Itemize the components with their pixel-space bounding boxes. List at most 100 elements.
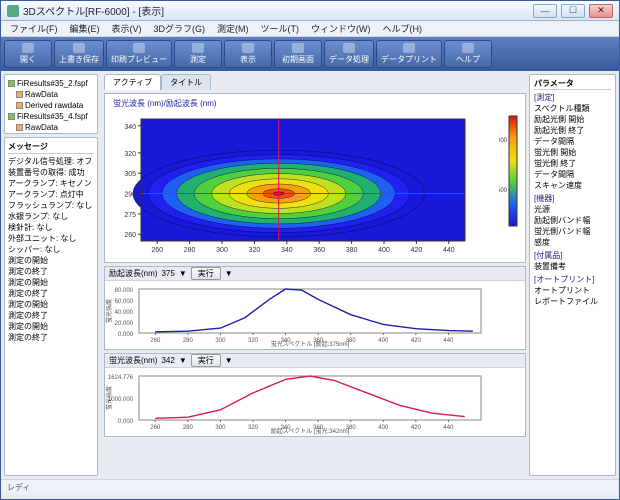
menu-item[interactable]: 3Dグラフ(G) bbox=[149, 21, 211, 36]
svg-text:40.000: 40.000 bbox=[115, 310, 134, 316]
param-item: データ間隔 bbox=[534, 169, 611, 180]
minimize-button[interactable]: — bbox=[533, 4, 557, 18]
message-item: 測定の終了 bbox=[8, 288, 94, 299]
app-icon bbox=[7, 5, 19, 17]
tree-node[interactable]: RawData bbox=[8, 122, 94, 133]
toolbar-button[interactable]: 印刷プレビュー bbox=[106, 40, 172, 68]
svg-text:290: 290 bbox=[124, 192, 136, 199]
svg-text:0.000: 0.000 bbox=[118, 419, 134, 425]
message-item: デジタル信号処理: オフ bbox=[8, 156, 94, 167]
param-item: データ間隔 bbox=[534, 136, 611, 147]
menu-item[interactable]: 測定(M) bbox=[212, 21, 254, 36]
tree-node[interactable]: RawData bbox=[8, 89, 94, 100]
tree-node[interactable]: FiResults#35_4.fspf bbox=[8, 111, 94, 122]
em-run-button[interactable]: 実行 bbox=[191, 354, 221, 367]
contour-plot-panel: 蛍光波長 (nm)/励起波長 (nm) 26028030032034036038… bbox=[104, 93, 526, 263]
svg-text:440: 440 bbox=[443, 425, 454, 431]
svg-text:蛍光強度: 蛍光強度 bbox=[105, 299, 113, 323]
toolbar-button[interactable]: 表示 bbox=[224, 40, 272, 68]
message-item: 測定の開始 bbox=[8, 277, 94, 288]
title-bar: 3Dスペクトル[RF-6000] - [表示] — ☐ ✕ bbox=[1, 1, 619, 21]
toolbar-button[interactable]: 初期画面 bbox=[274, 40, 322, 68]
toolbar-button[interactable]: データプリント bbox=[376, 40, 442, 68]
param-item: 励起光側 開始 bbox=[534, 114, 611, 125]
excitation-spectrum-panel: 励起波長(nm) 375 ▼ 実行 ▼ 26028030032034036038… bbox=[104, 266, 526, 350]
message-item: 外部ユニット: なし bbox=[8, 233, 94, 244]
svg-text:280: 280 bbox=[183, 425, 194, 431]
message-item: 装置番号の取得: 成功 bbox=[8, 167, 94, 178]
toolbar-button[interactable]: データ処理 bbox=[324, 40, 374, 68]
contour-plot: 2602803003203403603804004204402602752903… bbox=[113, 111, 473, 259]
status-text: レディ bbox=[7, 482, 30, 493]
tab-active[interactable]: アクティブ bbox=[104, 74, 161, 90]
colorbar: 1000500 bbox=[499, 112, 521, 242]
toolbar-button[interactable]: 測定 bbox=[174, 40, 222, 68]
menu-item[interactable]: 編集(E) bbox=[65, 21, 105, 36]
param-group: [オートプリント] bbox=[534, 274, 611, 285]
svg-text:275: 275 bbox=[124, 212, 136, 219]
messages-header: メッセージ bbox=[8, 141, 94, 154]
message-item: 測定の終了 bbox=[8, 310, 94, 321]
toolbar: 開く上書き保存印刷プレビュー測定表示初期画面データ処理データプリントヘルプ bbox=[1, 37, 619, 71]
ex-header-label: 励起波長(nm) bbox=[109, 268, 157, 279]
message-item: フラッシュランプ: なし bbox=[8, 200, 94, 211]
tree-node[interactable]: Derived rawdata bbox=[8, 133, 94, 134]
toolbar-button[interactable]: ヘルプ bbox=[444, 40, 492, 68]
svg-text:280: 280 bbox=[184, 247, 196, 254]
svg-text:320: 320 bbox=[124, 151, 136, 158]
message-item: 測定の開始 bbox=[8, 321, 94, 332]
svg-text:260: 260 bbox=[124, 232, 136, 239]
tree-node[interactable]: FiResults#35_2.fspf bbox=[8, 78, 94, 89]
param-item: 光源 bbox=[534, 204, 611, 215]
message-item: 測定の終了 bbox=[8, 332, 94, 343]
tab-title[interactable]: タイトル bbox=[161, 74, 211, 90]
svg-text:260: 260 bbox=[150, 425, 161, 431]
svg-text:蛍光スペクトル [励起:375nm]: 蛍光スペクトル [励起:375nm] bbox=[271, 340, 350, 348]
menu-item[interactable]: ツール(T) bbox=[256, 21, 305, 36]
svg-text:420: 420 bbox=[411, 247, 423, 254]
tab-strip: アクティブ タイトル bbox=[101, 74, 529, 90]
menu-item[interactable]: ウィンドウ(W) bbox=[306, 21, 376, 36]
menu-item[interactable]: ヘルプ(H) bbox=[378, 21, 428, 36]
param-item: 装置備考 bbox=[534, 261, 611, 272]
svg-text:340: 340 bbox=[281, 247, 293, 254]
svg-text:1000: 1000 bbox=[499, 138, 508, 144]
ex-header-value: 375 bbox=[161, 269, 174, 278]
svg-text:300: 300 bbox=[215, 425, 226, 431]
em-spectrum-plot: 2602803003203403603804004204401624.77610… bbox=[135, 372, 485, 434]
param-group: [付属品] bbox=[534, 250, 611, 261]
message-item: 測定の開始 bbox=[8, 255, 94, 266]
menu-item[interactable]: 表示(V) bbox=[107, 21, 147, 36]
svg-text:励起スペクトル [蛍光:342nm]: 励起スペクトル [蛍光:342nm] bbox=[271, 427, 350, 435]
maximize-button[interactable]: ☐ bbox=[561, 4, 585, 18]
svg-text:260: 260 bbox=[150, 338, 161, 344]
parameters-panel: パラメータ [測定]スペクトル種類励起光側 開始励起光側 終了データ間隔蛍光側 … bbox=[529, 74, 616, 476]
svg-text:260: 260 bbox=[151, 247, 163, 254]
toolbar-button[interactable]: 開く bbox=[4, 40, 52, 68]
close-button[interactable]: ✕ bbox=[589, 4, 613, 18]
param-item: レポートファイル bbox=[534, 296, 611, 307]
ex-run-button[interactable]: 実行 bbox=[191, 267, 221, 280]
param-item: 感度 bbox=[534, 237, 611, 248]
svg-text:蛍光強度: 蛍光強度 bbox=[105, 386, 113, 410]
svg-text:60.000: 60.000 bbox=[115, 299, 134, 305]
svg-text:400: 400 bbox=[378, 425, 389, 431]
menu-item[interactable]: ファイル(F) bbox=[5, 21, 63, 36]
svg-text:1624.776: 1624.776 bbox=[108, 375, 134, 381]
status-bar: レディ bbox=[1, 479, 619, 495]
svg-text:400: 400 bbox=[378, 338, 389, 344]
tree-node[interactable]: Derived rawdata bbox=[8, 100, 94, 111]
message-item: 検針計: なし bbox=[8, 222, 94, 233]
toolbar-button[interactable]: 上書き保存 bbox=[54, 40, 104, 68]
svg-text:20.000: 20.000 bbox=[115, 321, 134, 327]
svg-text:440: 440 bbox=[443, 338, 454, 344]
message-item: アークランプ: 点灯中 bbox=[8, 189, 94, 200]
param-group: [測定] bbox=[534, 92, 611, 103]
param-item: スキャン速度 bbox=[534, 180, 611, 191]
window-title: 3Dスペクトル[RF-6000] - [表示] bbox=[23, 3, 529, 18]
param-group: [機器] bbox=[534, 193, 611, 204]
svg-text:300: 300 bbox=[215, 338, 226, 344]
svg-text:0.000: 0.000 bbox=[118, 332, 134, 338]
tree-panel: FiResults#35_2.fspfRawDataDerived rawdat… bbox=[4, 74, 98, 134]
svg-text:320: 320 bbox=[248, 425, 259, 431]
